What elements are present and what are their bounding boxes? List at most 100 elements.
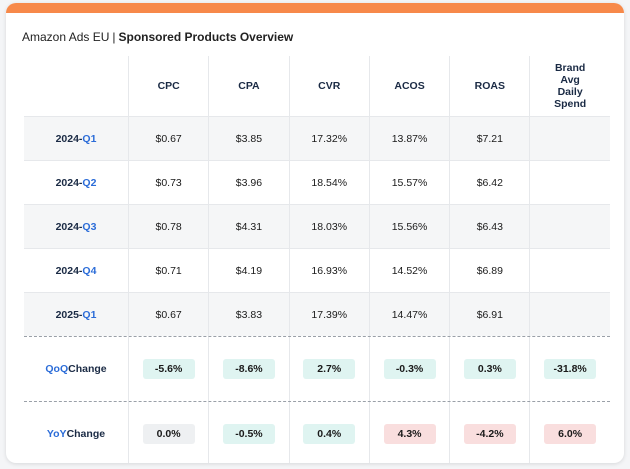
change-badge: 0.0% [142, 424, 195, 444]
table-row: 2024- Q3 $0.78 $4.31 18.03% 15.56% $6.43 [24, 204, 610, 248]
column-header: CVR [288, 56, 369, 116]
table-cell: $7.21 [449, 117, 529, 160]
change-cell: -4.2% [449, 402, 529, 463]
table-cell: $4.31 [208, 205, 288, 248]
table-cell: $3.96 [208, 161, 288, 204]
change-badge: -5.6% [142, 359, 195, 379]
change-badge: -4.2% [463, 424, 516, 444]
row-label-year: 2024- [55, 220, 83, 233]
change-cell: 0.3% [449, 337, 529, 401]
change-row: QoQ Change -5.6% -8.6% 2.7% -0.3% 0.3% -31.8% [24, 336, 610, 401]
row-label: 2024- Q3 [24, 205, 128, 248]
table-row: 2025- Q1 $0.67 $3.83 17.39% 14.47% $6.91 [24, 292, 610, 336]
column-header-line: CVR [318, 80, 341, 92]
table-cell: 18.54% [288, 161, 369, 204]
column-header-line: CPA [238, 80, 260, 92]
table-cell [529, 161, 609, 204]
change-cell: -0.3% [368, 337, 449, 401]
title-report: Sponsored Products Overview [118, 30, 294, 44]
column-header-line: Spend [554, 98, 587, 110]
table-cell: 13.87% [368, 117, 449, 160]
table-cell [529, 293, 609, 336]
column-header-line: Avg [560, 74, 580, 86]
change-badge: -0.3% [383, 359, 436, 379]
row-label-year: 2024- [55, 132, 83, 145]
table-cell: $3.83 [208, 293, 288, 336]
title-brand: Amazon Ads EU [22, 30, 110, 44]
column-header: Brand Avg Daily Spend [529, 56, 609, 116]
column-header-line: Daily [557, 86, 583, 98]
column-header-label: CPA [238, 80, 259, 92]
row-label-year: 2024- [55, 176, 83, 189]
change-badge: 0.3% [463, 359, 516, 379]
row-label: 2025- Q1 [24, 293, 128, 336]
change-section: QoQ Change -5.6% -8.6% 2.7% -0.3% 0.3% -31.8% Y… [24, 336, 610, 463]
change-badge: 2.7% [303, 359, 356, 379]
column-header-line: ROAS [474, 80, 505, 92]
row-label: 2024- Q2 [24, 161, 128, 204]
change-cell: 2.7% [288, 337, 369, 401]
change-period: QoQ [45, 363, 69, 375]
column-header: CPA [208, 56, 288, 116]
change-period: YoY [46, 428, 67, 440]
change-badge: -8.6% [222, 359, 275, 379]
change-cell: 0.4% [288, 402, 369, 463]
row-label-quarter: Q2 [82, 176, 97, 189]
column-header-line: CPC [157, 80, 180, 92]
table-cell: 17.39% [288, 293, 369, 336]
table-cell: $3.85 [208, 117, 288, 160]
table-cell [529, 205, 609, 248]
row-label-quarter: Q3 [82, 220, 97, 233]
change-cell: -5.6% [128, 337, 208, 401]
table-cell [529, 249, 609, 292]
change-cell: 6.0% [529, 402, 609, 463]
table-header-row: CPC CPA CVR ACOS ROAS Brand Avg Daily Spend [24, 56, 610, 116]
row-label-year: 2025- [55, 308, 83, 321]
column-header-line: ACOS [394, 80, 425, 92]
column-header-label: CVR [318, 80, 340, 92]
row-label-quarter: Q1 [82, 132, 97, 145]
page-title: Amazon Ads EU | Sponsored Products Overvie… [22, 30, 293, 44]
table-cell: 15.57% [368, 161, 449, 204]
table-row: 2024- Q1 $0.67 $3.85 17.32% 13.87% $7.21 [24, 116, 610, 160]
change-cell: -8.6% [208, 337, 288, 401]
change-row-label: YoY Change [24, 402, 128, 463]
title-separator: | [112, 30, 116, 44]
accent-bar [6, 3, 624, 13]
table-body: 2024- Q1 $0.67 $3.85 17.32% 13.87% $7.21 2024- Q… [24, 116, 610, 336]
column-header-label: ACOS [394, 80, 424, 92]
change-cell: 4.3% [368, 402, 449, 463]
table-cell: $0.67 [128, 117, 208, 160]
column-header-label: ROAS [475, 80, 505, 92]
table-cell: $0.67 [128, 293, 208, 336]
report-card: Amazon Ads EU | Sponsored Products Overvie… [6, 3, 624, 463]
change-badge: -31.8% [544, 359, 597, 379]
change-badge: -0.5% [222, 424, 275, 444]
change-suffix: Change [66, 428, 106, 440]
change-badge: 4.3% [383, 424, 436, 444]
table-cell: $6.42 [449, 161, 529, 204]
row-label-year: 2024- [55, 264, 83, 277]
row-label-quarter: Q4 [82, 264, 97, 277]
table-cell: $6.91 [449, 293, 529, 336]
metrics-table: CPC CPA CVR ACOS ROAS Brand Avg Daily Spend 2024… [24, 56, 610, 463]
table-cell: 14.47% [368, 293, 449, 336]
change-suffix: Change [68, 363, 107, 375]
change-cell: -31.8% [529, 337, 609, 401]
table-cell: $6.43 [449, 205, 529, 248]
table-row: 2024- Q2 $0.73 $3.96 18.54% 15.57% $6.42 [24, 160, 610, 204]
row-label: 2024- Q4 [24, 249, 128, 292]
table-cell: 16.93% [288, 249, 369, 292]
header-corner [24, 56, 128, 116]
table-cell: 17.32% [288, 117, 369, 160]
table-cell: $0.78 [128, 205, 208, 248]
change-row: YoY Change 0.0% -0.5% 0.4% 4.3% -4.2% 6.0% [24, 401, 610, 463]
change-cell: 0.0% [128, 402, 208, 463]
column-header: ACOS [368, 56, 449, 116]
table-cell: 18.03% [288, 205, 369, 248]
row-label-quarter: Q1 [82, 308, 97, 321]
column-header-label: Brand Avg Daily Spend [554, 62, 586, 110]
column-header-line: Brand [554, 62, 586, 74]
column-header-label: CPC [158, 80, 180, 92]
table-cell: $4.19 [208, 249, 288, 292]
